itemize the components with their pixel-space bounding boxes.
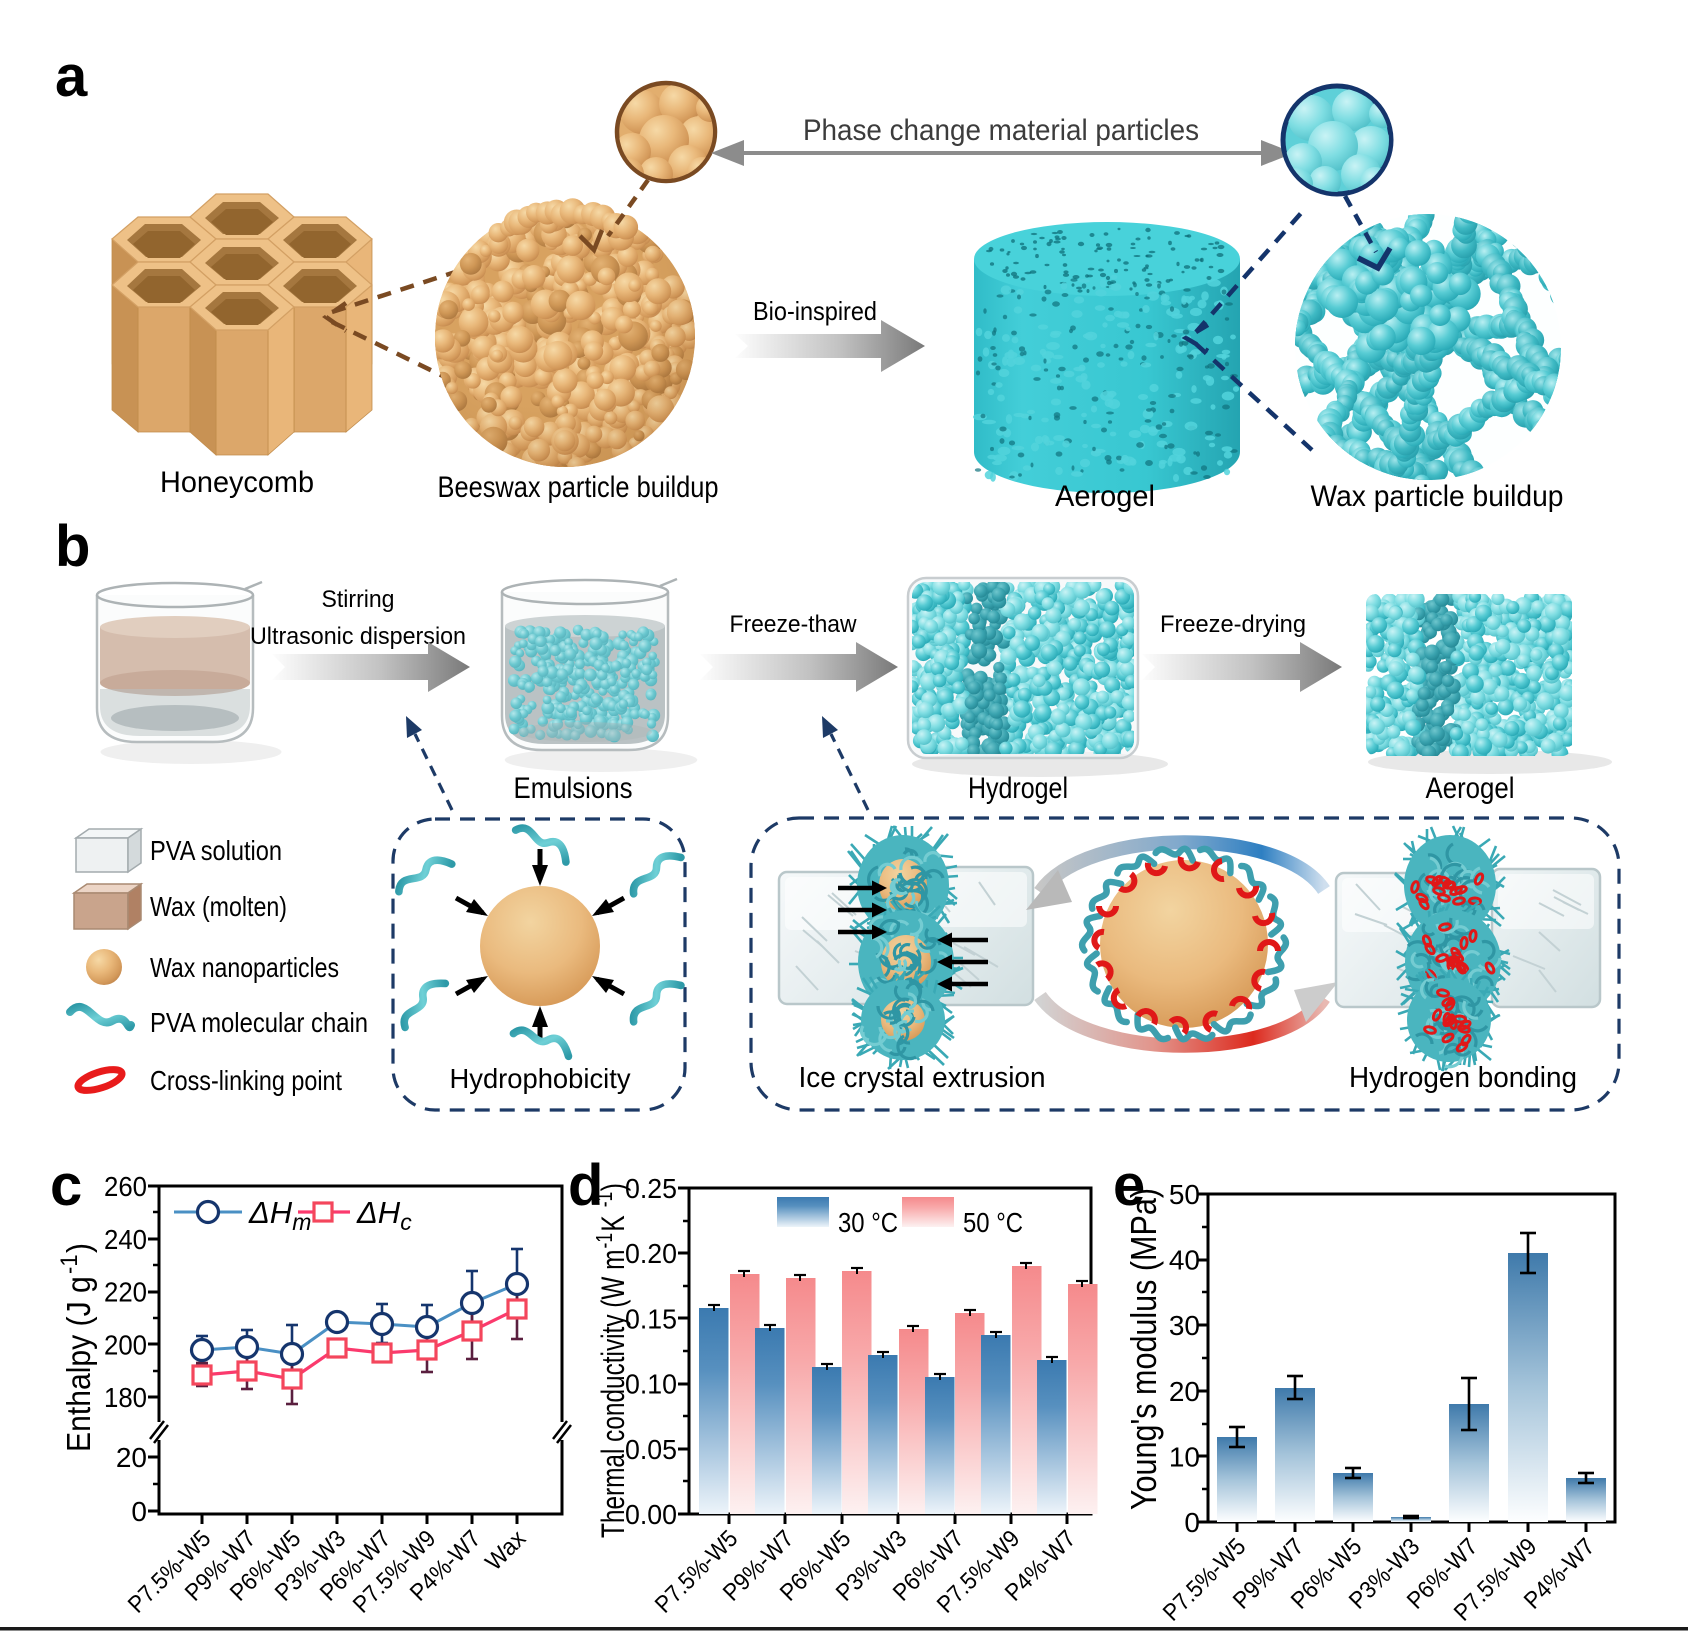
svg-text:20: 20 (1169, 1376, 1200, 1407)
svg-text:50: 50 (1169, 1179, 1200, 1210)
svg-text:PVA molecular chain: PVA molecular chain (150, 1007, 368, 1038)
svg-text:Wax nanoparticles: Wax nanoparticles (150, 952, 339, 983)
svg-text:Honeycomb: Honeycomb (160, 466, 314, 499)
svg-text:Young's modulus (MPa): Young's modulus (MPa) (1123, 1188, 1164, 1510)
svg-text:0: 0 (1184, 1507, 1200, 1538)
svg-text:a: a (55, 44, 88, 109)
svg-text:220: 220 (104, 1277, 147, 1308)
svg-text:20: 20 (116, 1442, 147, 1473)
svg-text:-1: -1 (592, 1233, 618, 1249)
svg-text:0.25: 0.25 (625, 1173, 677, 1204)
svg-text:180: 180 (104, 1382, 147, 1413)
svg-text:e: e (1113, 1153, 1145, 1218)
svg-text:b: b (55, 514, 90, 579)
svg-text:Hydrophobicity: Hydrophobicity (450, 1063, 631, 1094)
svg-text:K: K (596, 1215, 632, 1231)
svg-text:Phase change material particle: Phase change material particles (803, 114, 1199, 147)
svg-text:Emulsions: Emulsions (514, 772, 633, 805)
svg-text:0.10: 0.10 (625, 1369, 677, 1400)
svg-text:240: 240 (104, 1224, 147, 1255)
svg-text:Hydrogel: Hydrogel (968, 772, 1068, 805)
svg-text:10: 10 (1169, 1441, 1200, 1472)
svg-text:d: d (568, 1153, 603, 1218)
svg-text:c: c (50, 1153, 82, 1218)
svg-text:): ) (60, 1243, 98, 1253)
svg-text:Cross-linking point: Cross-linking point (150, 1065, 342, 1096)
svg-text:-1: -1 (592, 1192, 618, 1208)
svg-text:Wax (molten): Wax (molten) (150, 891, 287, 922)
svg-text:50 °C: 50 °C (963, 1207, 1023, 1238)
svg-text:40: 40 (1169, 1245, 1200, 1276)
svg-text:30: 30 (1169, 1310, 1200, 1341)
svg-text:Beeswax particle buildup: Beeswax particle buildup (438, 471, 719, 504)
svg-text:0.20: 0.20 (625, 1238, 677, 1269)
svg-text:Aerogel: Aerogel (1055, 480, 1155, 513)
svg-text:Thermal conductivity (W m: Thermal conductivity (W m (596, 1250, 632, 1538)
svg-text:PVA solution: PVA solution (150, 835, 282, 866)
svg-text:Enthalpy (J g: Enthalpy (J g (60, 1276, 98, 1452)
svg-text:ΔHm: ΔHm (248, 1195, 311, 1235)
svg-text:Ice crystal extrusion: Ice crystal extrusion (799, 1062, 1046, 1094)
svg-text:0.00: 0.00 (625, 1499, 677, 1530)
svg-text:Hydrogen bonding: Hydrogen bonding (1349, 1062, 1577, 1094)
svg-text:): ) (596, 1183, 632, 1191)
svg-text:0: 0 (131, 1496, 147, 1527)
svg-text:30 °C: 30 °C (838, 1207, 898, 1238)
svg-text:0.15: 0.15 (625, 1303, 677, 1334)
svg-text:Freeze-thaw: Freeze-thaw (730, 611, 858, 638)
svg-text:260: 260 (104, 1171, 147, 1202)
svg-text:Bio-inspired: Bio-inspired (753, 296, 877, 326)
svg-text:Aerogel: Aerogel (1426, 772, 1515, 805)
svg-text:Stirring: Stirring (322, 586, 395, 613)
svg-text:200: 200 (104, 1329, 147, 1360)
svg-text:Wax particle buildup: Wax particle buildup (1311, 480, 1564, 513)
svg-text:0.05: 0.05 (625, 1434, 677, 1465)
svg-text:Freeze-drying: Freeze-drying (1160, 611, 1306, 638)
svg-text:-1: -1 (55, 1254, 82, 1273)
